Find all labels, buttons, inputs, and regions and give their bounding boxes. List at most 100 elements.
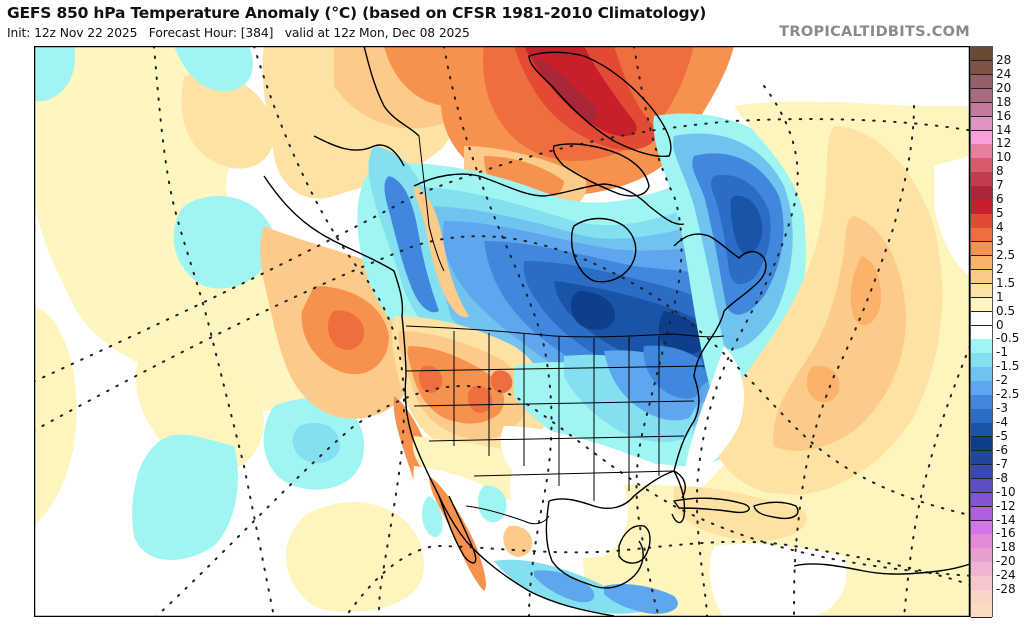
colorbar-cell [971,353,992,368]
colorbar-cell [971,88,992,104]
chart-title: GEFS 850 hPa Temperature Anomaly (°C) (b… [7,4,707,22]
colorbar-cell [971,130,992,145]
colorbar-cell [971,283,992,299]
colorbar-label: -3 [996,401,1008,416]
colorbar-cell [971,228,992,243]
border-alaska-canada [418,135,445,272]
coast-east-us [673,310,725,472]
colorbar-label: 0 [996,317,1004,332]
colorbar-cell [971,423,992,438]
colorbar-cell [971,576,992,591]
field-south-neutral [709,544,847,617]
field-nw-coast-warm-core2 [328,310,365,350]
colorbar-label: 1.5 [996,275,1016,290]
colorbar-label: -14 [996,512,1016,527]
coast-yucatan [618,524,651,564]
colorbar-cell [971,436,992,452]
colorbar-cell [971,409,992,424]
coast-bc-wa-or-ca [401,315,467,542]
lon-line-0 [903,345,970,617]
map-frame [34,46,970,617]
field-pacific-warm-north [181,73,275,169]
colorbar-label: 2 [996,261,1004,276]
coast-hispaniola [753,501,799,520]
colorbar-label: -0.5 [996,331,1020,346]
colorbar-cell [971,534,992,549]
colorbar-cell [971,214,992,229]
field-us-west-warm-4a [418,365,443,393]
border-state-h2 [413,400,695,407]
colorbar-label: 4 [996,220,1004,235]
colorbar-cell [971,381,992,396]
colorbar-cell [971,548,992,563]
colorbar-label: 0.5 [996,303,1016,318]
colorbar-label: 1 [996,289,1004,304]
colorbar-label: -28 [996,582,1016,597]
field-pacific-south-warm [285,502,424,612]
border-state-h3 [428,435,685,442]
coast-arctic-canada [413,173,685,225]
colorbar-cell [971,158,992,173]
colorbar-cell [971,450,992,466]
border-state-h4 [473,470,675,477]
coast-atlantic-canada [673,233,767,312]
colorbar-label: 5 [996,206,1004,221]
coast-gulf [548,470,686,509]
colorbar-label: -6 [996,442,1008,457]
border-us-mexico [465,505,550,525]
colorbar-cell [971,395,992,410]
colorbar-cell [971,311,992,327]
colorbar-label: -1.5 [996,359,1020,374]
coast-baffin [552,143,650,197]
colorbar-cell [971,478,992,494]
coast-baja [438,495,477,564]
field-atlantic-coast-neutral [684,346,744,486]
chart-subtitle: Init: 12z Nov 22 2025 Forecast Hour: [38… [7,26,470,40]
colorbar-cell [971,269,992,285]
colorbar-cell [971,241,992,257]
field-pacific-cool-3b [292,422,340,463]
colorbar-label: -12 [996,498,1016,513]
lon-line-120w [443,46,553,617]
colorbar-cell [971,562,992,577]
colorbar-label: 20 [996,80,1012,95]
field-atlantic-warm-4b [806,365,840,403]
field-pacific-cool-2 [132,434,238,560]
colorbar-cell [971,74,992,90]
colorbar-cell [971,47,992,62]
colorbar-label: 14 [996,122,1012,137]
brand-watermark[interactable]: TROPICALTIDBITS.COM [779,24,970,40]
colorbar-cell [971,604,992,619]
coast-alaska [263,46,420,317]
field-atlantic-warm-4a [850,256,882,326]
field-us-west-warm-4b [467,385,493,413]
colorbar-cell [971,172,992,187]
lon-line-60w [695,85,799,617]
colorbar-label: -8 [996,470,1008,485]
colorbar-cell [971,255,992,271]
coast-south-america [793,563,970,575]
field-pacific-cool-north [174,46,253,91]
colorbar-label: -1 [996,345,1008,360]
colorbar-label: -24 [996,568,1016,583]
coast-caribbean-cuba [673,497,750,514]
colorbar-cell [971,325,992,340]
colorbar-cell [971,102,992,118]
coast-mexico-west [465,540,615,617]
field-greenland-warm-5 [534,56,599,122]
map-canvas [34,46,970,617]
colorbar-cell [971,590,992,605]
colorbar-label: 7 [996,178,1004,193]
coast-mexico-gulf [545,500,644,589]
colorbar-label: -2 [996,373,1008,388]
colorbar-cell [971,60,992,76]
colorbar-label: 12 [996,136,1012,151]
lon-line-30w [793,105,915,617]
colorbar-cell [971,297,992,313]
lat-line-50 [34,235,970,517]
colorbar-label: 8 [996,164,1004,179]
colorbar-label: 16 [996,108,1012,123]
colorbar-label: -18 [996,540,1016,555]
colorbar-cell [971,520,992,535]
coast-hudson-bay [570,217,637,283]
